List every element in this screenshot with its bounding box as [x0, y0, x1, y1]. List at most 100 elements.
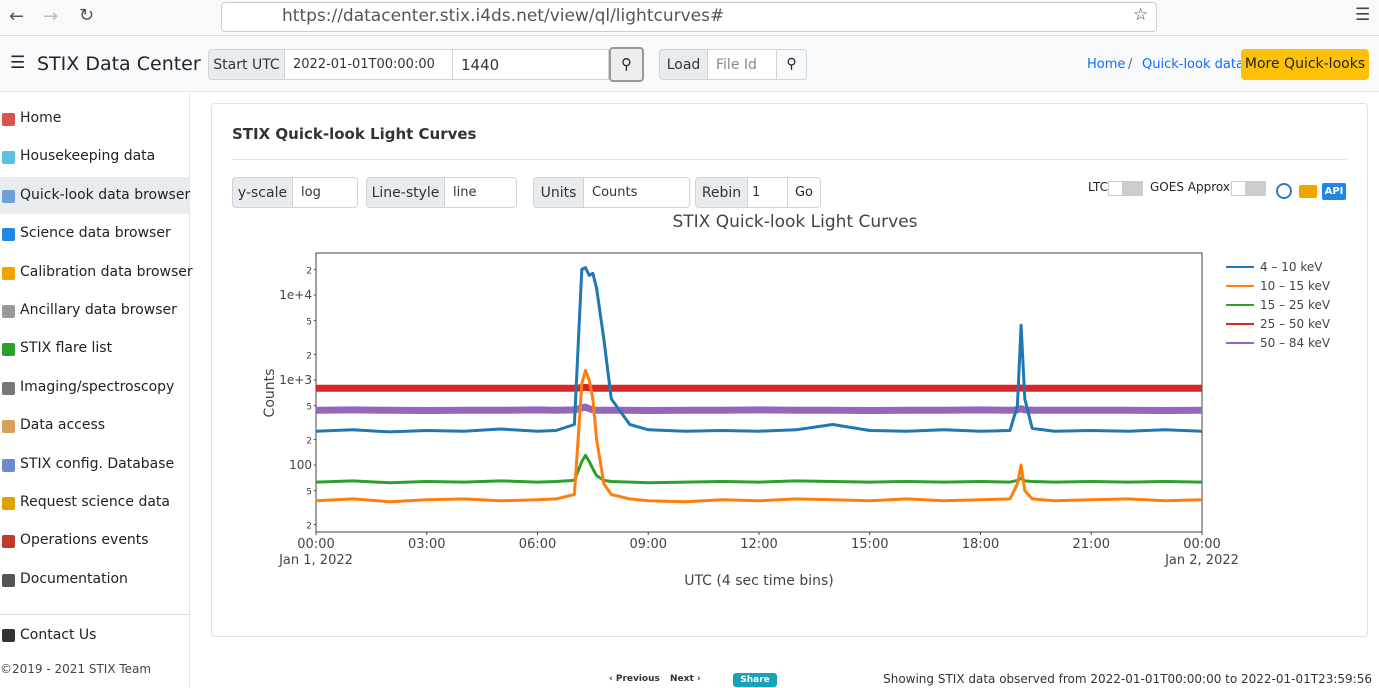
- back-button[interactable]: ←: [9, 6, 25, 27]
- legend-label: 10 – 15 keV: [1260, 279, 1331, 293]
- start-input[interactable]: 2022-01-01T00:00:00: [284, 49, 453, 80]
- x-axis-label: UTC (4 sec time bins): [684, 573, 834, 589]
- sidebar-icon: [2, 535, 15, 549]
- sidebar-link[interactable]: STIX flare list: [20, 340, 113, 357]
- legend-label: 50 – 84 keV: [1260, 336, 1331, 350]
- start-label: Start UTC: [208, 49, 285, 80]
- x-tick-label: 18:00: [962, 537, 999, 552]
- menu-button[interactable]: ☰: [1355, 5, 1371, 25]
- units-label: Units: [533, 177, 584, 208]
- chart: STIX Quick-look Light Curves Counts UTC …: [262, 212, 1331, 589]
- y-axis-label: Counts: [262, 369, 278, 418]
- sidebar-link[interactable]: STIX config. Database: [20, 455, 175, 472]
- sidebar-icon: [2, 228, 15, 242]
- forward-button[interactable]: →: [43, 6, 59, 27]
- more-quicklooks-button[interactable]: More Quick-looks: [1241, 49, 1369, 80]
- plot-frame: [315, 252, 1203, 533]
- rebin-label: Rebin: [695, 177, 748, 208]
- breadcrumb-home[interactable]: Home: [1087, 57, 1126, 72]
- y-tick-label: 2: [306, 521, 312, 531]
- x-tick-label: 00:00: [1183, 537, 1220, 552]
- y-tick-label: 5: [306, 488, 312, 498]
- reload-button[interactable]: ↻: [79, 5, 95, 26]
- copyright: ©2019 - 2021 STIX Team: [0, 662, 152, 676]
- url-bar[interactable]: [221, 2, 1157, 32]
- series-line: [315, 266, 1203, 434]
- goes-toggle[interactable]: [1231, 181, 1266, 196]
- sidebar-icon: [2, 381, 15, 395]
- sidebar-icon: [2, 113, 15, 126]
- sidebar: [0, 93, 190, 688]
- sidebar-link[interactable]: Documentation: [20, 570, 128, 587]
- sidebar-icon: [2, 497, 15, 510]
- y-tick-label: 2: [306, 351, 312, 361]
- linestyle-label: Line-style: [366, 177, 445, 208]
- x-tick-date: Jan 1, 2022: [278, 553, 353, 568]
- go-button[interactable]: Go: [787, 177, 821, 208]
- x-tick-label: 15:00: [851, 537, 888, 552]
- sidebar-divider: [0, 614, 189, 615]
- card-divider: [232, 159, 1347, 160]
- sidebar-link[interactable]: Housekeeping data: [20, 148, 156, 165]
- status-text: Showing STIX data observed from 2022-01-…: [883, 672, 1372, 686]
- load-label: Load: [659, 49, 708, 80]
- sidebar-icon: [2, 151, 15, 165]
- yscale-label: y-scale: [232, 177, 293, 208]
- x-tick-label: 00:00: [297, 537, 334, 552]
- bookmark-star[interactable]: ☆: [1133, 5, 1149, 25]
- url-text: https://datacenter.stix.i4ds.net/view/ql…: [282, 6, 725, 26]
- legend-label: 4 – 10 keV: [1260, 260, 1323, 274]
- load-button[interactable]: ⚲: [776, 49, 807, 80]
- sidebar-link[interactable]: Operations events: [20, 532, 149, 549]
- breadcrumb-current[interactable]: Quick-look data: [1142, 57, 1244, 72]
- sidebar-icon: [2, 189, 15, 203]
- linestyle-select[interactable]: line: [444, 177, 517, 208]
- ltc-toggle[interactable]: [1108, 181, 1143, 196]
- y-tick-label: 2: [306, 436, 312, 446]
- contact-icon: [2, 629, 15, 642]
- zoom-icon[interactable]: [1276, 183, 1292, 199]
- next-button[interactable]: Next ›: [670, 674, 701, 684]
- share-button[interactable]: Share: [733, 673, 777, 687]
- sidebar-link[interactable]: Quick-look data browser: [20, 186, 191, 203]
- sidebar-icon: [2, 458, 15, 472]
- sidebar-icon: [2, 420, 15, 434]
- sidebar-link[interactable]: Calibration data browser: [20, 263, 193, 280]
- duration-input[interactable]: 1440: [452, 49, 609, 80]
- previous-button[interactable]: ‹ Previous: [609, 674, 660, 684]
- x-tick-label: 09:00: [630, 537, 667, 552]
- y-tick-label: 100: [289, 458, 312, 472]
- goes-label: GOES Approx.: [1150, 180, 1234, 194]
- sidebar-link[interactable]: Home: [20, 110, 62, 126]
- sidebar-link[interactable]: Ancillary data browser: [20, 302, 177, 318]
- sidebar-icon: [2, 266, 15, 280]
- sidebar-icon: [2, 573, 15, 587]
- sidebar-link[interactable]: Request science data: [20, 494, 170, 510]
- y-tick-label: 1e+3: [279, 373, 312, 387]
- legend-label: 15 – 25 keV: [1260, 298, 1331, 312]
- contact-link[interactable]: Contact Us: [20, 627, 97, 643]
- sidebar-link[interactable]: Imaging/spectroscopy: [20, 378, 175, 395]
- x-tick-label: 03:00: [408, 537, 445, 552]
- sidebar-active: [0, 177, 189, 214]
- y-tick-label: 2: [306, 266, 312, 276]
- y-tick-label: 5: [306, 403, 312, 413]
- chart-title: STIX Quick-look Light Curves: [672, 212, 917, 232]
- series-line: [316, 383, 1202, 392]
- x-tick-label: 21:00: [1073, 537, 1110, 552]
- app-title: STIX Data Center: [37, 53, 201, 75]
- legend-label: 25 – 50 keV: [1260, 317, 1331, 331]
- folder-icon[interactable]: [1299, 185, 1317, 198]
- yscale-select[interactable]: log: [292, 177, 358, 208]
- sidebar-link[interactable]: Data access: [20, 417, 106, 434]
- x-tick-label: 06:00: [519, 537, 556, 552]
- units-select[interactable]: Counts: [583, 177, 690, 208]
- series-line: [315, 403, 1203, 414]
- sidebar-link[interactable]: Science data browser: [20, 225, 171, 242]
- file-input[interactable]: File Id: [707, 49, 777, 80]
- search-button[interactable]: ⚲: [609, 47, 644, 82]
- api-button[interactable]: API: [1322, 183, 1346, 200]
- hamburger[interactable]: ☰: [10, 53, 26, 73]
- sidebar-icon: [2, 305, 15, 318]
